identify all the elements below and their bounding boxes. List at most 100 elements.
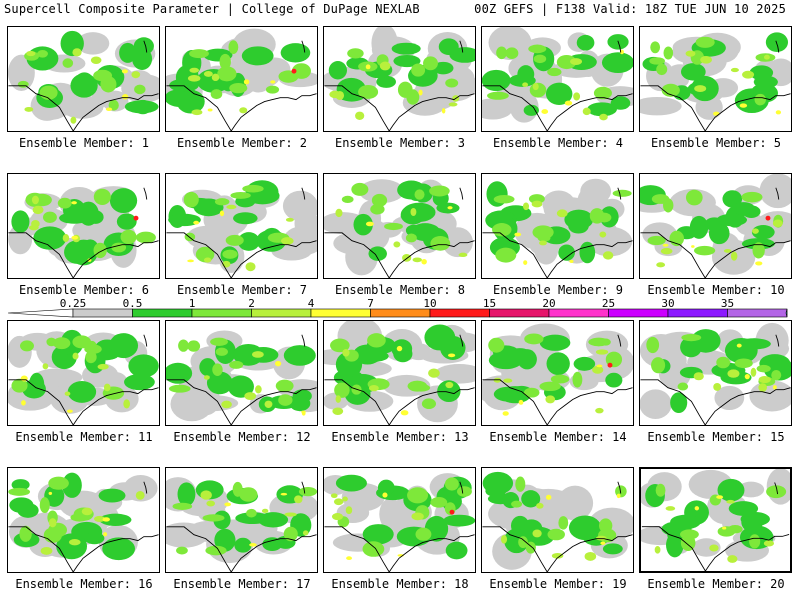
map-field-svg (166, 180, 317, 278)
colorbar-tick-label: 35 (720, 297, 735, 310)
parameter-field (324, 473, 475, 561)
coastline-border (640, 334, 791, 425)
coastline-border (482, 481, 633, 572)
map-field-svg (640, 174, 791, 278)
colorbar-tick-label: 1 (188, 297, 196, 310)
ensemble-member-label: Ensemble Member: 19 (489, 577, 627, 591)
colorbar-segment (548, 308, 609, 318)
colorbar-tick-label: 20 (542, 297, 556, 310)
colorbar-segment (608, 308, 669, 318)
ensemble-member-label: Ensemble Member: 17 (173, 577, 311, 591)
ensemble-map-panel (481, 320, 634, 426)
ensemble-member-label: Ensemble Member: 13 (331, 430, 469, 444)
map-field-svg (324, 27, 475, 131)
ensemble-member-label: Ensemble Member: 2 (176, 136, 308, 150)
parameter-field (640, 322, 791, 420)
parameter-field (640, 32, 791, 120)
colorbar-tick-label: 7 (367, 297, 374, 310)
map-field-svg (8, 329, 159, 425)
ensemble-map-panel (165, 320, 318, 426)
coastline-border (324, 187, 475, 278)
coastline-border (640, 187, 791, 278)
colorbar-tick-label: 4 (307, 297, 315, 310)
ensemble-member-label: Ensemble Member: 11 (15, 430, 153, 444)
colorbar-tick-label: 0.5 (122, 297, 143, 310)
map-field-svg (324, 179, 475, 278)
map-field-svg (324, 473, 475, 572)
parameter-field (640, 174, 791, 275)
ensemble-map-panel (323, 467, 476, 573)
parameter-field (485, 178, 633, 265)
parameter-field (482, 471, 633, 570)
ensemble-member-label: Ensemble Member: 16 (15, 577, 153, 591)
parameter-field (8, 30, 159, 124)
ensemble-member-label: Ensemble Member: 12 (173, 430, 311, 444)
map-field-svg (482, 27, 633, 131)
ensemble-map-panel (323, 26, 476, 132)
coastline-border (166, 187, 317, 278)
map-field-svg (641, 469, 790, 571)
map-field-svg (166, 477, 317, 572)
coastline-border (8, 481, 159, 572)
ensemble-map-panel (323, 173, 476, 279)
colorbar-segment (727, 308, 788, 318)
ensemble-map-panel (165, 173, 318, 279)
ensemble-map-panel (165, 26, 318, 132)
coastline-border (324, 481, 475, 572)
colorbar-segment (72, 308, 133, 318)
ensemble-member-label: Ensemble Member: 10 (647, 283, 785, 297)
coastline-border (482, 334, 633, 425)
colorbar-tick-label: 15 (482, 297, 497, 310)
map-field-svg (166, 28, 317, 131)
parameter-field (324, 27, 475, 121)
coastline-border (482, 187, 633, 278)
ensemble-map-panel (481, 467, 634, 573)
coastline-border (8, 334, 159, 425)
colorbar-tick-label: 0.25 (59, 297, 87, 310)
colorbar-segment (429, 308, 490, 318)
ensemble-member-label: Ensemble Member: 8 (334, 283, 466, 297)
coastline-border (8, 40, 159, 131)
ensemble-member-label: Ensemble Member: 20 (647, 577, 785, 591)
color-scale-bar (8, 308, 788, 318)
coastline-border (8, 187, 159, 278)
parameter-field (8, 329, 159, 414)
coastline-border (324, 40, 475, 131)
parameter-field (8, 186, 156, 268)
colorbar-min-arrow (8, 308, 74, 318)
parameter-field (166, 330, 317, 422)
colorbar-tick-label: 2 (248, 297, 255, 310)
ensemble-member-label: Ensemble Member: 18 (331, 577, 469, 591)
coastline-border (166, 334, 317, 425)
colorbar-tick-label: 30 (661, 297, 675, 310)
ensemble-map-panel (7, 467, 160, 573)
parameter-field (641, 469, 790, 563)
parameter-field (166, 28, 317, 116)
colorbar-segment (667, 308, 728, 318)
coastline-border (324, 334, 475, 425)
ensemble-member-label: Ensemble Member: 15 (647, 430, 785, 444)
map-field-svg (640, 32, 791, 131)
parameter-field (166, 477, 317, 564)
ensemble-member-label: Ensemble Member: 3 (334, 136, 466, 150)
header-title-right: 00Z GEFS | F138 Valid: 18Z TUE JUN 10 20… (474, 2, 786, 16)
ensemble-member-label: Ensemble Member: 6 (18, 283, 150, 297)
ensemble-member-label: Ensemble Member: 5 (650, 136, 782, 150)
colorbar-segment (191, 308, 252, 318)
map-field-svg (482, 471, 633, 572)
coastline-border (641, 482, 790, 571)
colorbar-tick-label: 25 (601, 297, 616, 310)
ensemble-map-panel (639, 26, 792, 132)
ensemble-map-panel (7, 320, 160, 426)
coastline-border (640, 40, 791, 131)
ensemble-member-label: Ensemble Member: 1 (18, 136, 150, 150)
coastline-border (166, 40, 317, 131)
parameter-field (324, 321, 475, 423)
colorbar-tick-label: 10 (423, 297, 437, 310)
coastline-border (166, 481, 317, 572)
ensemble-member-label: Ensemble Member: 9 (492, 283, 624, 297)
parameter-field (168, 180, 317, 273)
parameter-field (8, 472, 158, 561)
ensemble-map-panel (7, 173, 160, 279)
ensemble-map-panel (481, 173, 634, 279)
